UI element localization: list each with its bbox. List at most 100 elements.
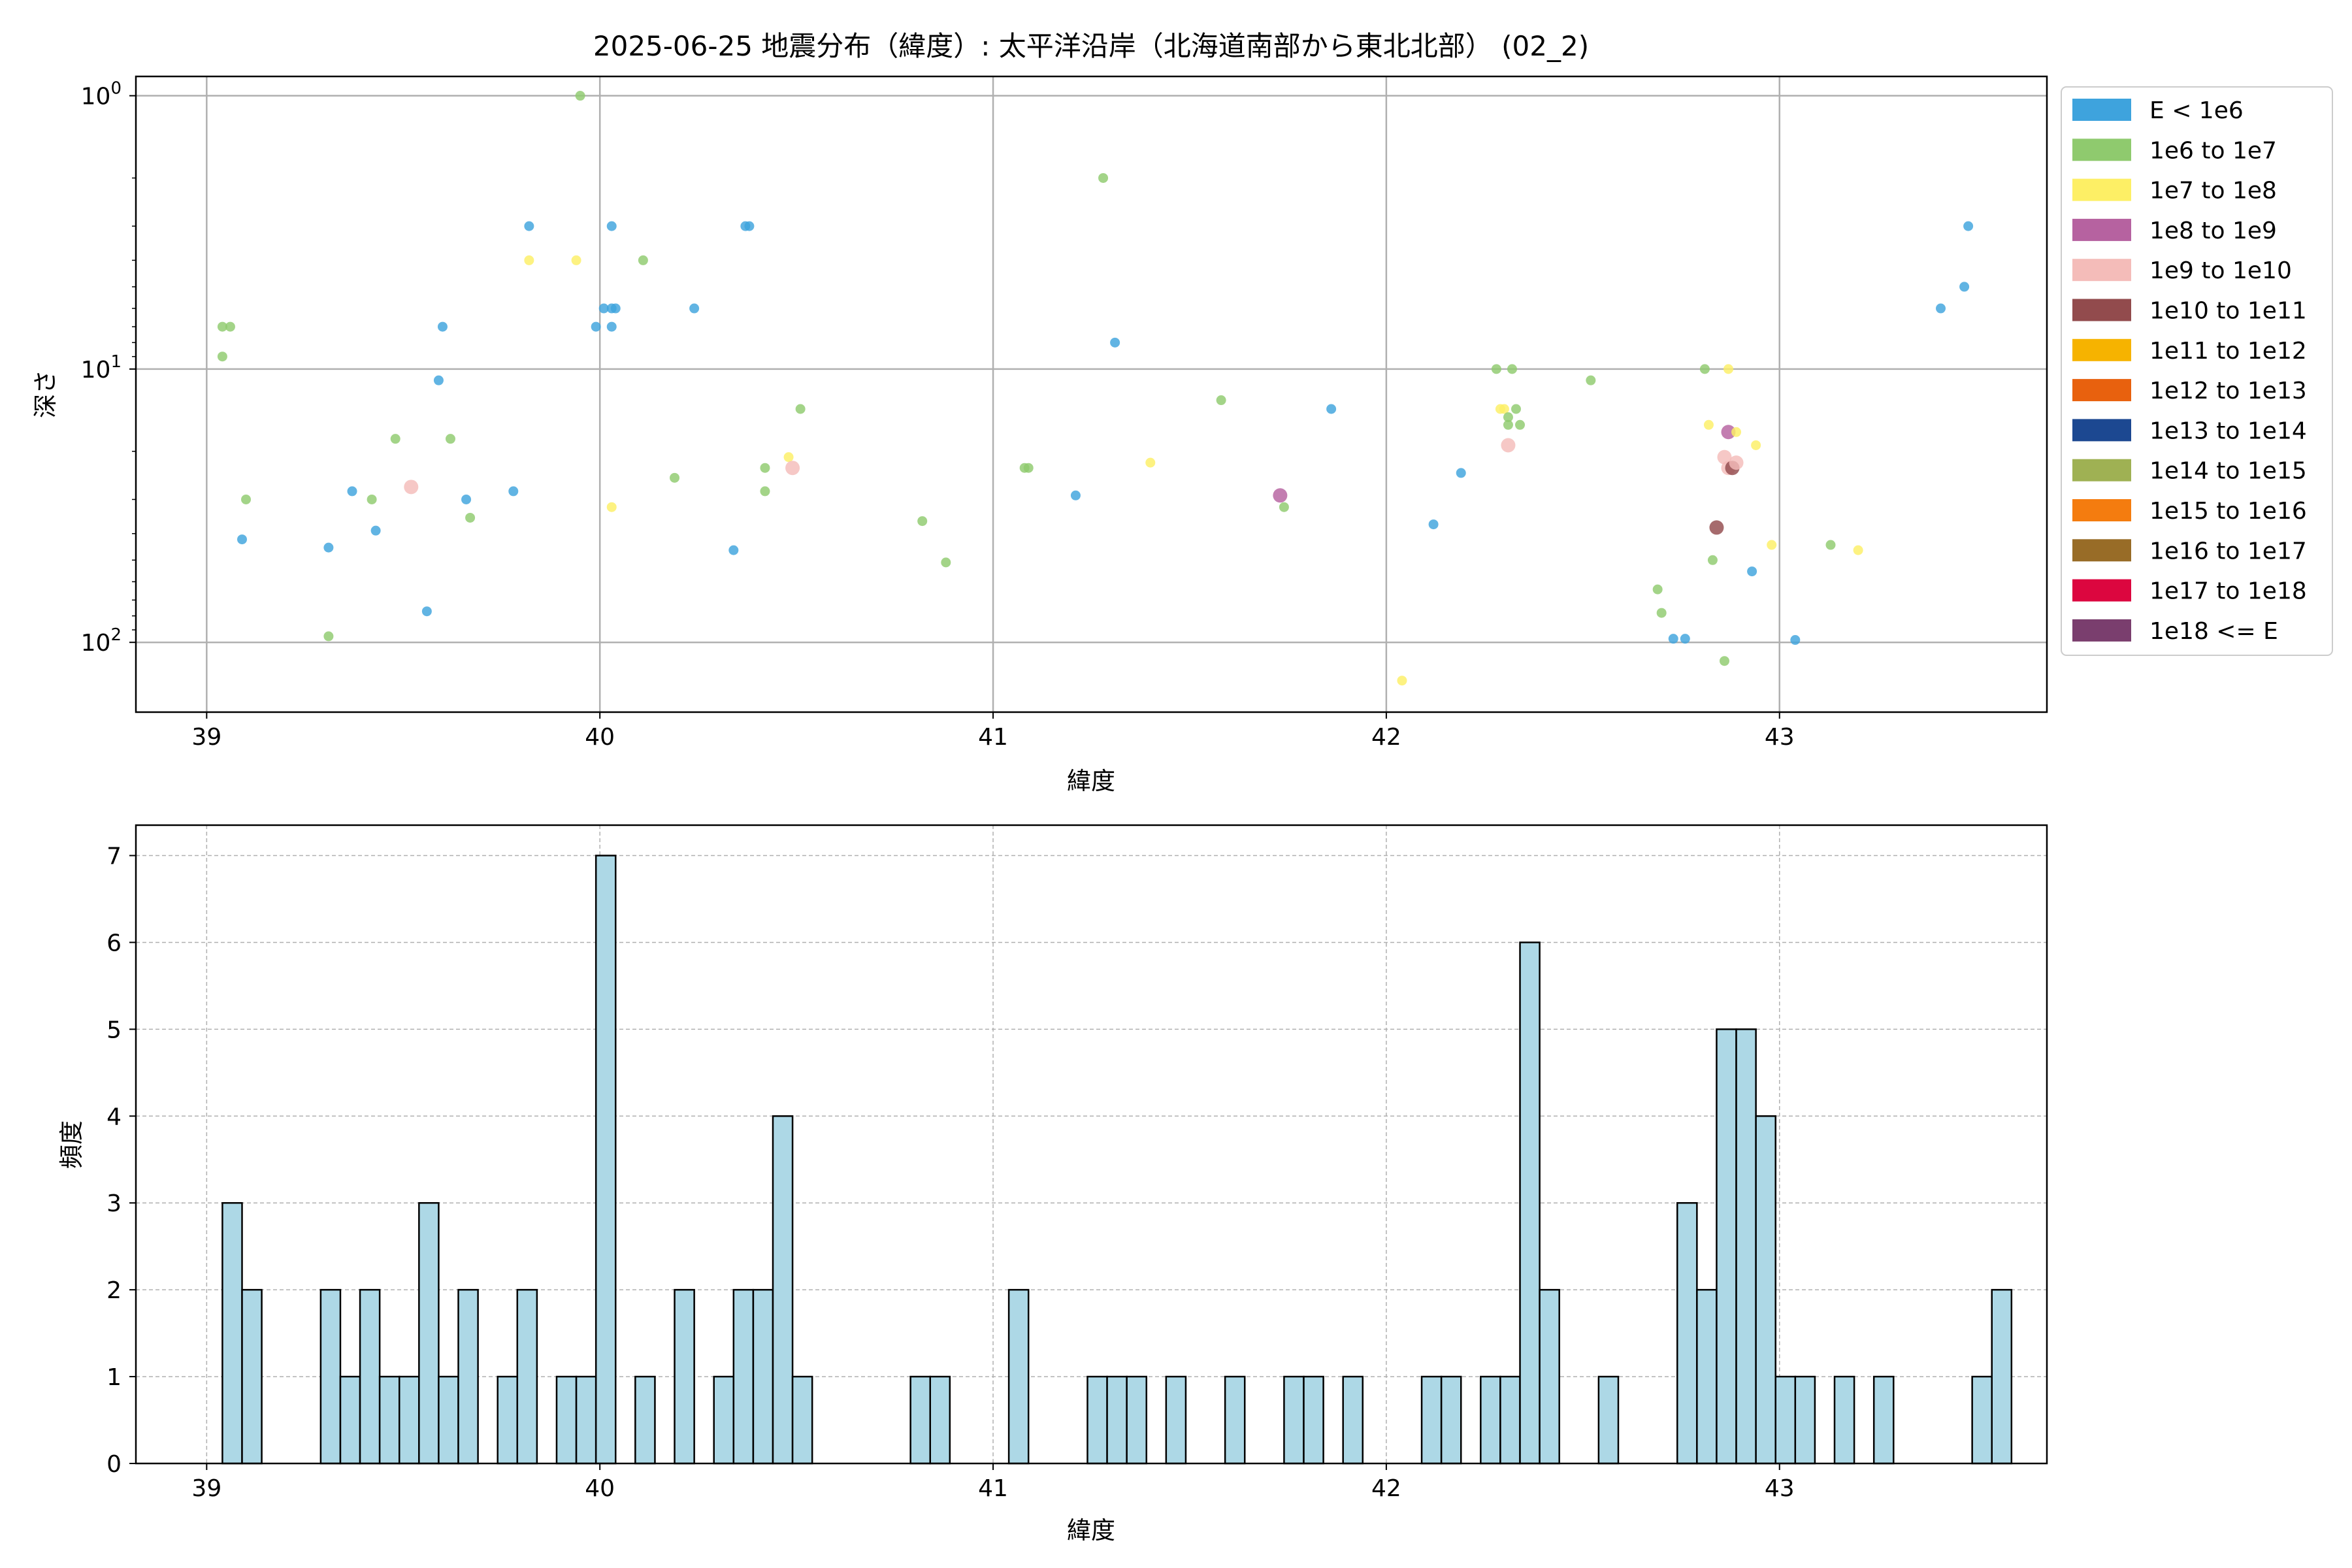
histogram-bar — [1676, 1201, 1698, 1465]
legend-swatch — [2072, 379, 2131, 402]
legend-label: 1e11 to 1e12 — [2149, 338, 2307, 365]
histogram-ticks: 39 40 41 42 43 0 1 2 3 4 5 6 7 — [106, 843, 1795, 1502]
scatter-point — [217, 351, 227, 362]
legend-label: 1e15 to 1e16 — [2149, 498, 2307, 525]
histogram-bar — [359, 1288, 381, 1465]
scatter-point — [1586, 375, 1596, 385]
scatter-point — [1721, 425, 1736, 440]
histogram-bar — [1872, 1375, 1895, 1465]
scatter-point — [1747, 566, 1757, 577]
scatter-point — [1145, 457, 1156, 468]
scatter-x-label: 緯度 — [1067, 767, 1115, 795]
scatter-title: 2025-06-25 地震分布（緯度）: 太平洋沿岸（北海道南部から東北北部） … — [593, 30, 1589, 62]
scatter-point — [1070, 490, 1081, 500]
scatter-point — [1699, 364, 1710, 374]
histogram-bar — [339, 1375, 361, 1465]
scatter-point — [1729, 455, 1744, 470]
histogram-bar — [378, 1375, 400, 1465]
histogram-bar — [791, 1375, 813, 1465]
histogram-y-label: 頻度 — [57, 1120, 86, 1169]
scatter-point — [606, 221, 617, 231]
histogram-bar — [1794, 1375, 1816, 1465]
scatter-y-tick-label: 101 — [81, 352, 122, 384]
scatter-point — [1023, 463, 1034, 473]
legend-swatch — [2072, 139, 2131, 161]
scatter-point — [1723, 364, 1733, 374]
scatter-point — [1326, 404, 1337, 414]
histogram-y-tick-label: 7 — [106, 843, 122, 870]
histogram-bar — [1106, 1375, 1128, 1465]
histogram-y-tick-label: 4 — [106, 1103, 122, 1130]
legend-swatch — [2072, 619, 2131, 642]
scatter-point — [1959, 282, 1970, 292]
legend-label: 1e13 to 1e14 — [2149, 417, 2307, 444]
histogram-bar — [1420, 1375, 1443, 1465]
histogram-bar — [497, 1375, 519, 1465]
scatter-point — [404, 480, 419, 495]
scatter-point — [237, 534, 247, 545]
scatter-point — [1853, 545, 1863, 555]
scatter-point — [1501, 438, 1516, 453]
histogram-bar — [1126, 1375, 1148, 1465]
scatter-x-tick-label: 42 — [1371, 724, 1401, 751]
scatter-point — [1503, 419, 1513, 430]
scatter-point — [1503, 412, 1513, 423]
scatter-point — [421, 606, 432, 617]
scatter-legend: E < 1e6 1e6 to 1e7 1e7 to 1e8 1e8 to 1e9 1e9… — [2061, 86, 2333, 656]
scatter-point — [795, 404, 806, 414]
histogram-bar — [752, 1288, 774, 1465]
histogram-bar — [1342, 1375, 1364, 1465]
scatter-point — [370, 525, 381, 536]
histogram-bar — [595, 855, 617, 1465]
histogram-bar — [1440, 1375, 1462, 1465]
scatter-point — [465, 512, 476, 523]
scatter-y-tick-label: 102 — [81, 625, 122, 657]
legend-swatch — [2072, 539, 2131, 562]
histogram-frame — [135, 824, 2048, 1465]
scatter-point — [1397, 676, 1407, 686]
scatter-point — [1680, 634, 1690, 644]
legend-label: 1e10 to 1e11 — [2149, 298, 2307, 325]
scatter-point — [217, 321, 227, 332]
scatter-point — [941, 557, 951, 568]
scatter-point — [323, 631, 334, 642]
scatter-point — [437, 321, 448, 332]
legend-swatch — [2072, 259, 2131, 282]
scatter-point — [367, 494, 377, 504]
scatter-point — [1652, 584, 1663, 595]
legend-label: 1e7 to 1e8 — [2149, 178, 2277, 204]
scatter-point — [571, 255, 581, 265]
histogram-x-tick-label: 42 — [1371, 1475, 1401, 1502]
scatter-point — [606, 502, 617, 512]
scatter-point — [323, 542, 334, 553]
histogram-y-tick-label: 6 — [106, 930, 122, 956]
scatter-point — [1751, 440, 1761, 450]
scatter-point — [1110, 337, 1120, 348]
histogram-bar — [1991, 1288, 2013, 1465]
scatter-x-tick-label: 41 — [978, 724, 1008, 751]
legend-swatch — [2072, 579, 2131, 602]
scatter-point — [575, 91, 585, 101]
histogram-y-tick-label: 2 — [106, 1277, 122, 1304]
scatter-point — [610, 303, 621, 314]
histogram-y-tick-label: 0 — [106, 1451, 122, 1478]
histogram-bar — [1283, 1375, 1305, 1465]
scatter-point — [598, 303, 609, 314]
scatter-y-label: 深さ — [31, 370, 59, 418]
scatter-point — [1428, 519, 1439, 530]
scatter-point — [1731, 427, 1742, 437]
histogram-bar — [1774, 1375, 1797, 1465]
scatter-point — [390, 434, 400, 444]
scatter-frame — [135, 75, 2048, 713]
scatter-point — [1656, 608, 1667, 618]
scatter-point — [1499, 404, 1509, 414]
histogram-bar — [1696, 1288, 1718, 1465]
legend-swatch — [2072, 338, 2131, 361]
scatter-point — [1216, 395, 1226, 406]
scatter-point — [508, 486, 519, 497]
scatter-point — [760, 486, 770, 497]
histogram-bar — [319, 1288, 342, 1465]
legend-label: 1e12 to 1e13 — [2149, 378, 2307, 404]
